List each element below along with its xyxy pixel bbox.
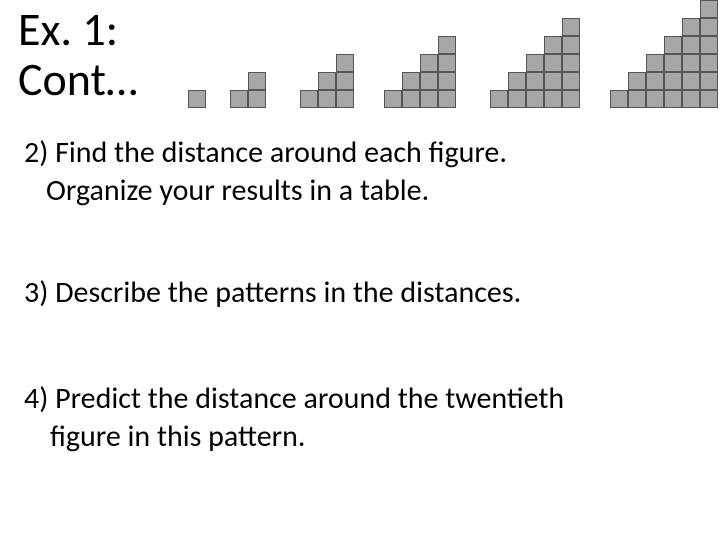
cell [562,18,580,36]
question-4-line-1: 4) Predict the distance around the twent… [24,380,564,418]
cell [544,54,562,72]
figure-3 [300,18,356,110]
cell [384,90,402,108]
cell [490,90,508,108]
cell [682,18,700,36]
question-2-line-1: 2) Find the distance around each figure. [24,134,507,172]
cell [188,90,206,108]
cell [544,72,562,90]
cell [646,72,664,90]
cell [562,90,580,108]
cell [526,90,544,108]
cell [646,90,664,108]
cell [700,18,718,36]
figure-4 [384,18,458,110]
cell [420,72,438,90]
cell [700,90,718,108]
cell [526,54,544,72]
cell [318,90,336,108]
cell [664,36,682,54]
cell [700,0,718,18]
cell [628,90,646,108]
cell [682,36,700,54]
staircase-figures [180,18,710,114]
cell [508,90,526,108]
cell [438,36,456,54]
cell [664,72,682,90]
cell [544,36,562,54]
figure-2 [230,18,268,110]
cell [628,72,646,90]
cell [402,72,420,90]
title-line-2: Cont… [18,56,138,106]
cell [700,72,718,90]
cell [438,72,456,90]
cell [700,54,718,72]
figure-6 [610,18,720,110]
cell [700,36,718,54]
cell [526,72,544,90]
cell [682,54,700,72]
slide-header: Ex. 1: Cont… [0,0,720,118]
title-line-1: Ex. 1: [18,6,138,56]
cell [664,90,682,108]
cell [402,90,420,108]
cell [438,54,456,72]
cell [646,54,664,72]
slide-title: Ex. 1: Cont… [18,6,138,105]
cell [420,90,438,108]
cell [230,90,248,108]
figure-5 [490,18,582,110]
cell [248,90,266,108]
cell [438,90,456,108]
cell [562,72,580,90]
cell [420,54,438,72]
cell [300,90,318,108]
cell [562,36,580,54]
cell [508,72,526,90]
cell [318,72,336,90]
cell [664,54,682,72]
cell [336,90,354,108]
cell [336,54,354,72]
cell [544,90,562,108]
question-3: 3) Describe the patterns in the distance… [24,274,521,312]
question-2-line-2: Organize your results in a table. [46,172,429,209]
cell [682,90,700,108]
cell [682,72,700,90]
cell [610,90,628,108]
cell [562,54,580,72]
figure-1 [188,18,208,110]
question-4-line-2: figure in this pattern. [50,418,305,455]
cell [248,72,266,90]
cell [336,72,354,90]
